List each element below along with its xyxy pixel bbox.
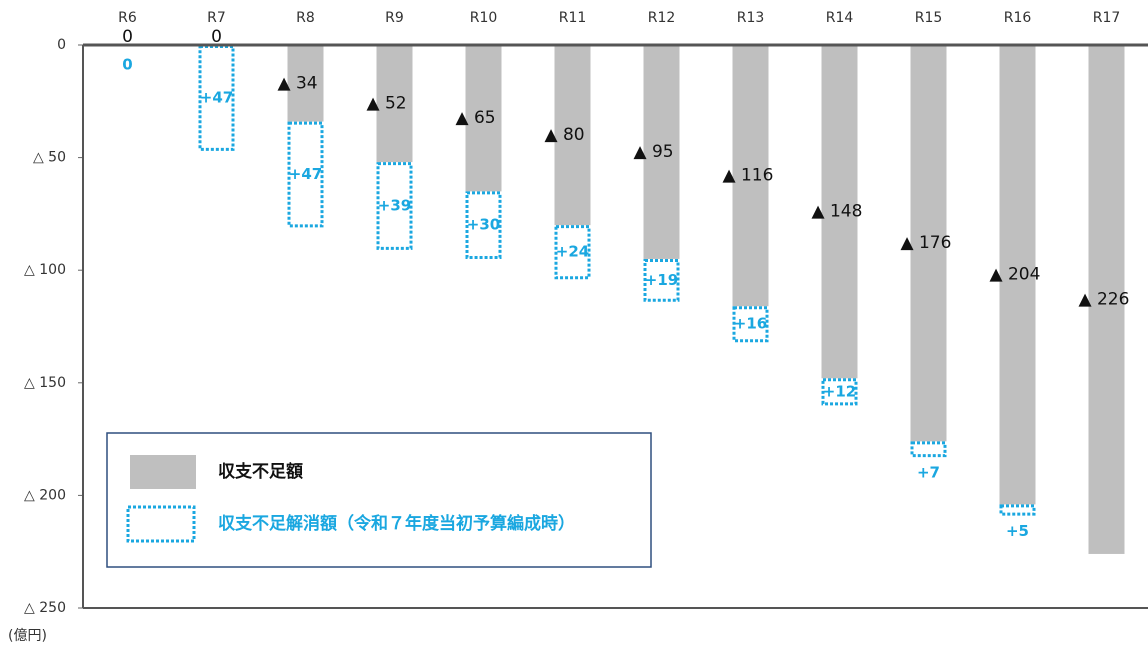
x-tick-label: R10 — [470, 10, 498, 26]
bar — [465, 45, 502, 192]
x-tick-label: R11 — [559, 10, 587, 26]
x-tick-label: R7 — [207, 10, 226, 26]
resolution-box — [821, 378, 858, 406]
x-tick-label: R12 — [648, 10, 676, 26]
value-label: +30 — [467, 216, 500, 234]
resolution-box — [554, 225, 591, 280]
value-label: +47 — [289, 165, 322, 183]
x-tick-label: R8 — [296, 10, 315, 26]
resolution-box — [732, 306, 769, 343]
value-label: +12 — [823, 382, 856, 400]
value-label: +39 — [378, 197, 411, 215]
x-tick-label: R15 — [915, 10, 943, 26]
value-label: ▲ 204 — [990, 265, 1041, 285]
value-label: ▲ 176 — [901, 233, 952, 253]
bar — [376, 45, 413, 163]
value-label: ▲ 116 — [723, 166, 774, 186]
y-tick-label: △ 50 — [33, 150, 66, 166]
value-label: +47 — [200, 88, 233, 106]
value-label: +7 — [917, 464, 940, 482]
x-tick-label: R17 — [1093, 10, 1121, 26]
resolution-box — [643, 258, 680, 302]
value-label: ▲ 226 — [1079, 289, 1130, 309]
legend-label: 収支不足額 — [218, 461, 303, 482]
x-tick-label: R16 — [1004, 10, 1032, 26]
legend — [106, 432, 652, 568]
bar — [643, 45, 680, 259]
value-label: +16 — [734, 315, 767, 333]
resolution-box — [999, 504, 1036, 516]
x-tick-label: R6 — [118, 10, 137, 26]
bar — [732, 45, 769, 307]
y-tick-label: △ 100 — [24, 262, 66, 278]
value-label: 0 — [211, 27, 222, 47]
bar — [910, 45, 947, 442]
resolution-box — [376, 162, 413, 250]
legend-swatch — [126, 505, 196, 543]
y-tick-label: 0 — [57, 37, 66, 53]
value-label: ▲ 52 — [367, 94, 407, 114]
y-tick-label: △ 250 — [24, 600, 66, 616]
bar — [999, 45, 1036, 505]
value-label: 0 — [122, 27, 133, 47]
legend-swatch — [130, 455, 196, 489]
bar — [1088, 45, 1125, 554]
value-label: ▲ 34 — [278, 73, 318, 93]
legend-label: 収支不足解消額（令和７年度当初予算編成時） — [218, 513, 575, 534]
value-label: +5 — [1006, 522, 1029, 540]
x-tick-label: R9 — [385, 10, 404, 26]
resolution-box — [465, 191, 502, 259]
bar — [287, 45, 324, 122]
value-label: ▲ 80 — [545, 125, 585, 145]
resolution-box — [287, 121, 324, 228]
unit-label: (億円) — [8, 628, 47, 644]
y-tick-label: △ 200 — [24, 487, 66, 503]
bar — [554, 45, 591, 226]
value-label: ▲ 65 — [456, 108, 496, 128]
value-label: +19 — [645, 271, 678, 289]
value-label: ▲ 148 — [812, 202, 863, 222]
x-tick-label: R13 — [737, 10, 765, 26]
value-label: +24 — [556, 243, 589, 261]
resolution-box — [910, 441, 947, 458]
y-tick-label: △ 150 — [24, 375, 66, 391]
value-label: ▲ 95 — [634, 142, 674, 162]
bar — [821, 45, 858, 379]
x-tick-label: R14 — [826, 10, 854, 26]
value-label: 0 — [122, 56, 132, 74]
